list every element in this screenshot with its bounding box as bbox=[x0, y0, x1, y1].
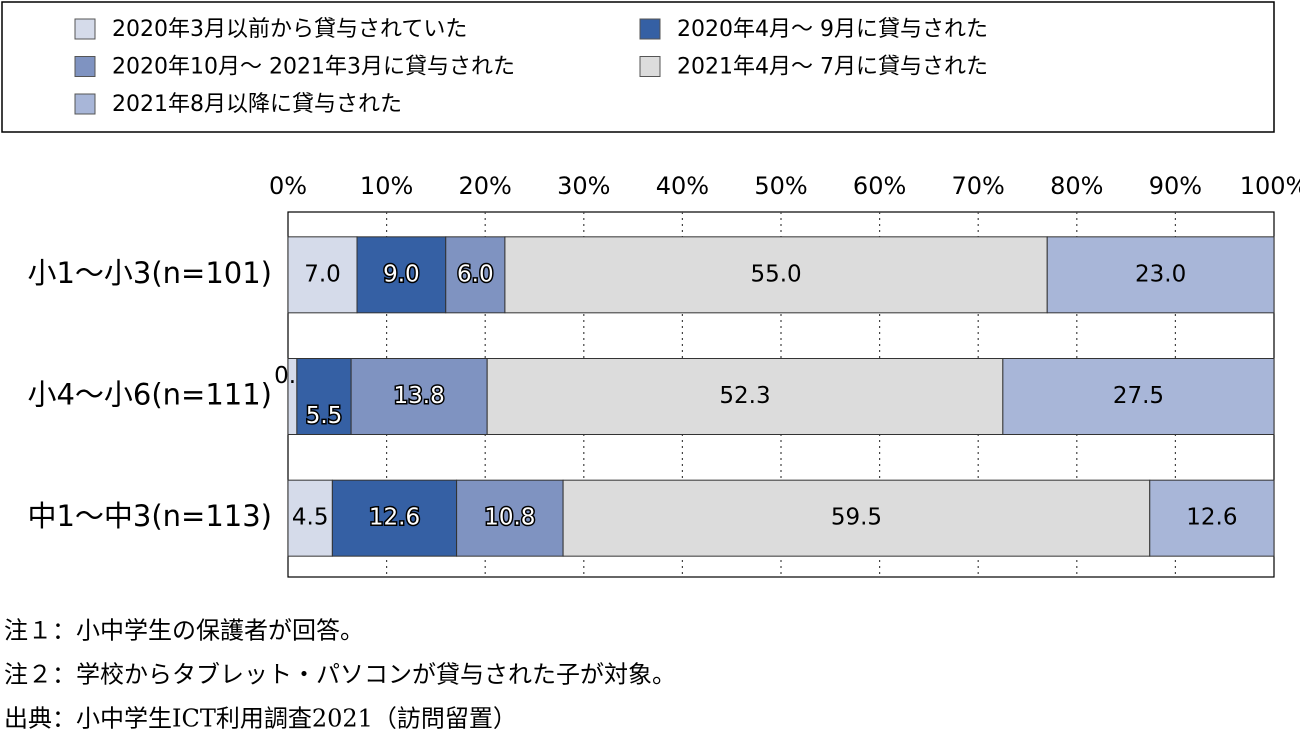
note: 注２：学校からタブレット・パソコンが貸与された子が対象。 bbox=[4, 661, 676, 689]
value-label: 23.0 bbox=[1135, 261, 1186, 287]
value-label: 59.5 bbox=[831, 505, 882, 531]
value-label: 12.6 bbox=[369, 505, 420, 531]
value-label: 12.6 bbox=[1186, 505, 1237, 531]
note: 注１：小中学生の保護者が回答。 bbox=[4, 617, 364, 645]
value-label: 4.5 bbox=[292, 505, 329, 531]
legend-swatch bbox=[639, 18, 661, 40]
bar-segment bbox=[504, 236, 1048, 314]
legend-swatch bbox=[74, 93, 96, 115]
legend-swatch bbox=[74, 18, 96, 40]
bar-segment bbox=[562, 479, 1151, 557]
bar-segment bbox=[287, 479, 333, 557]
x-tick-label: 60% bbox=[853, 172, 906, 200]
x-tick-label: 40% bbox=[656, 172, 709, 200]
legend-swatch bbox=[74, 56, 96, 77]
bar-segment bbox=[296, 358, 352, 435]
legend-label: 2021年4月～ 7月に貸与された bbox=[677, 55, 988, 80]
x-tick-label: 80% bbox=[1050, 172, 1103, 200]
bar-segment bbox=[1046, 236, 1275, 314]
legend-swatch bbox=[639, 56, 661, 77]
x-tick-label: 90% bbox=[1149, 172, 1202, 200]
bar-segment bbox=[1002, 358, 1275, 435]
bar-segment bbox=[331, 479, 458, 557]
x-tick-label: 20% bbox=[459, 172, 512, 200]
note: 出典：小中学生ICT利用調査2021（訪問留置） bbox=[4, 705, 517, 733]
value-label: 27.5 bbox=[1113, 383, 1164, 409]
value-label: 7.0 bbox=[304, 261, 341, 287]
value-label: 5.5 bbox=[306, 403, 343, 429]
legend-label: 2020年3月以前から貸与されていた bbox=[112, 17, 467, 42]
legend-box bbox=[1, 1, 1275, 133]
value-label: 9.0 bbox=[383, 261, 420, 287]
bar-segment bbox=[486, 358, 1004, 435]
bar-segment bbox=[456, 479, 564, 557]
category-label: 小4～小6(n=111) bbox=[27, 378, 272, 412]
category-label: 小1～小3(n=101) bbox=[27, 256, 272, 290]
bar-segment bbox=[445, 236, 506, 314]
value-label: 10.8 bbox=[484, 505, 535, 531]
value-label: 13.8 bbox=[394, 383, 445, 409]
x-tick-label: 30% bbox=[557, 172, 610, 200]
x-tick-label: 50% bbox=[754, 172, 807, 200]
legend-label: 2020年4月～ 9月に貸与された bbox=[677, 17, 988, 42]
bar-segment bbox=[350, 358, 488, 435]
x-tick-label: 10% bbox=[360, 172, 413, 200]
value-label: 6.0 bbox=[457, 261, 494, 287]
category-label: 中1～中3(n=113) bbox=[27, 499, 272, 533]
x-tick-label: 100% bbox=[1240, 172, 1300, 200]
value-label: 52.3 bbox=[719, 383, 770, 409]
bar-segment bbox=[1149, 479, 1275, 557]
x-tick-label: 0% bbox=[269, 172, 307, 200]
value-label: 55.0 bbox=[750, 261, 801, 287]
legend-label: 2020年10月～ 2021年3月に貸与された bbox=[112, 55, 515, 80]
bar-segment bbox=[287, 236, 358, 314]
x-tick-label: 70% bbox=[952, 172, 1005, 200]
legend-label: 2021年8月以降に貸与された bbox=[112, 92, 402, 117]
